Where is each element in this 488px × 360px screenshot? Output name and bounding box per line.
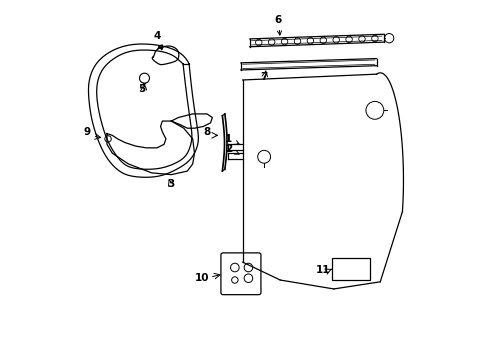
Text: 11: 11	[315, 265, 330, 275]
Text: 1: 1	[224, 134, 239, 144]
Text: 8: 8	[203, 127, 210, 138]
Text: 6: 6	[274, 15, 282, 35]
Text: 9: 9	[83, 127, 90, 138]
Text: 3: 3	[167, 179, 175, 189]
Text: 4: 4	[153, 31, 162, 50]
Text: 5: 5	[138, 85, 145, 94]
Text: 10: 10	[194, 273, 208, 283]
FancyBboxPatch shape	[221, 253, 261, 295]
Text: 2: 2	[224, 144, 239, 154]
Bar	[331, 257, 369, 280]
Text: 7: 7	[260, 72, 267, 82]
